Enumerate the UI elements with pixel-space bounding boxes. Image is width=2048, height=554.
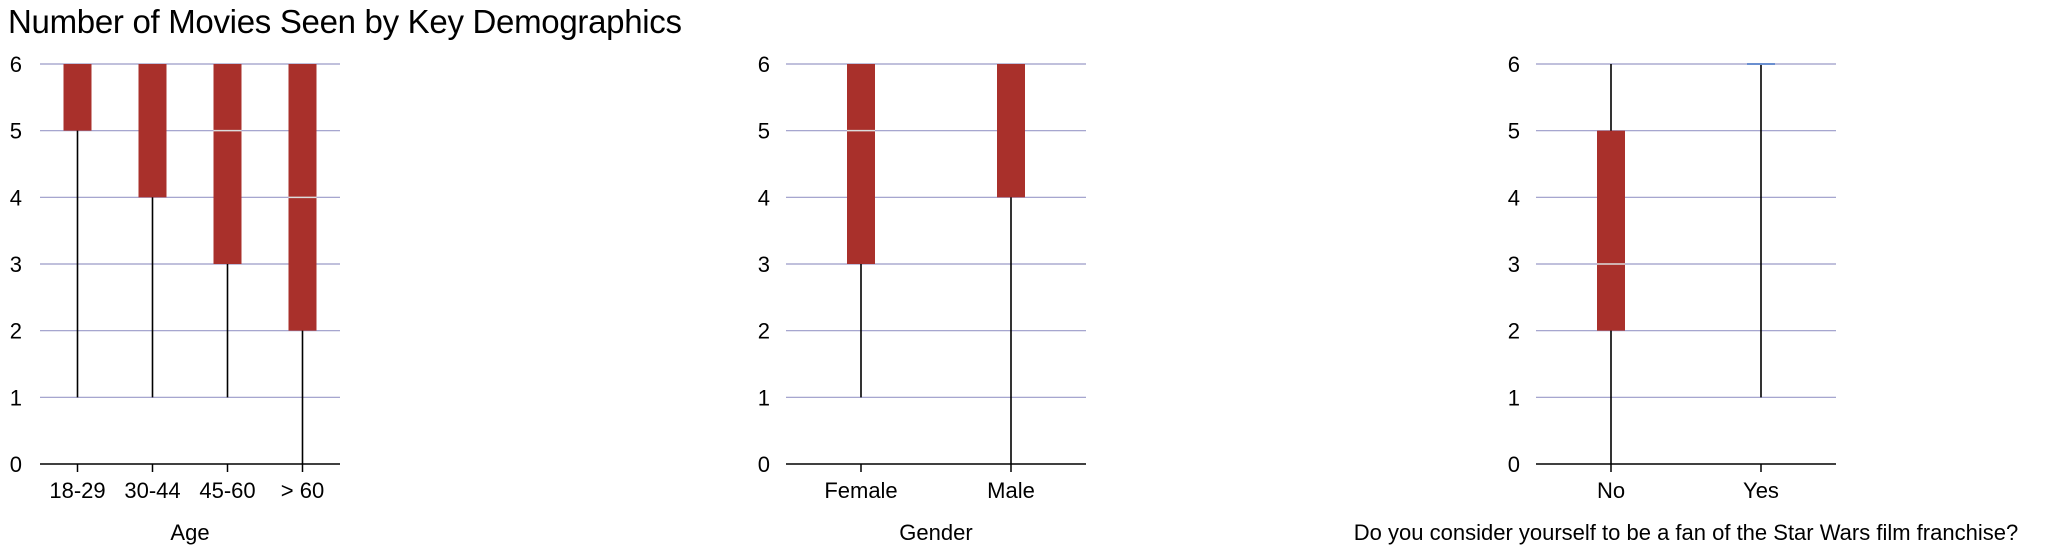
x-tick-label: > 60 <box>281 478 324 503</box>
y-tick-label: 5 <box>10 119 22 144</box>
y-tick-label: 1 <box>1508 385 1520 410</box>
box-30-44 <box>138 64 167 198</box>
box-Female <box>847 64 875 264</box>
y-tick-label: 3 <box>1508 252 1520 277</box>
x-tick-label: No <box>1597 478 1625 503</box>
y-tick-label: 5 <box>758 119 770 144</box>
x-axis-title: Age <box>170 520 209 545</box>
y-tick-label: 5 <box>1508 119 1520 144</box>
y-tick-label: 6 <box>758 52 770 77</box>
y-tick-label: 4 <box>758 185 770 210</box>
x-tick-label: 18-29 <box>49 478 105 503</box>
y-tick-label: 0 <box>1508 452 1520 477</box>
x-tick-label: 30-44 <box>124 478 180 503</box>
box-45-60 <box>213 64 242 264</box>
y-tick-label: 2 <box>1508 319 1520 344</box>
y-tick-label: 2 <box>10 319 22 344</box>
x-tick-label: Male <box>987 478 1035 503</box>
y-tick-label: 4 <box>10 185 22 210</box>
chart-title: Number of Movies Seen by Key Demographic… <box>8 3 682 40</box>
x-axis-title: Gender <box>899 520 972 545</box>
x-tick-label: Yes <box>1743 478 1779 503</box>
y-tick-label: 1 <box>10 385 22 410</box>
x-tick-label: 45-60 <box>199 478 255 503</box>
y-tick-label: 6 <box>10 52 22 77</box>
y-tick-label: 6 <box>1508 52 1520 77</box>
box-No <box>1597 130 1625 331</box>
y-tick-label: 3 <box>758 252 770 277</box>
x-tick-label: Female <box>824 478 897 503</box>
y-tick-label: 0 <box>10 452 22 477</box>
y-tick-label: 3 <box>10 252 22 277</box>
box-18-29 <box>63 64 92 131</box>
y-tick-label: 0 <box>758 452 770 477</box>
x-axis-title: Do you consider yourself to be a fan of … <box>1354 520 2018 545</box>
box-Male <box>997 64 1025 198</box>
box-Yes <box>1747 63 1775 65</box>
y-tick-label: 4 <box>1508 185 1520 210</box>
y-tick-label: 1 <box>758 385 770 410</box>
y-tick-label: 2 <box>758 319 770 344</box>
